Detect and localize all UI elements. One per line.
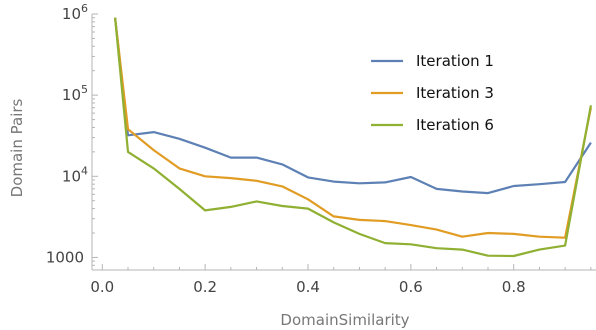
series-line-1 [114, 17, 592, 195]
y-tick-base: 10 [62, 86, 81, 104]
y-tick-exponent: 4 [81, 164, 88, 177]
series-line-3 [114, 17, 592, 258]
y-tick-label: 105 [62, 83, 88, 104]
x-tick-label: 0.6 [399, 278, 423, 296]
series-layer [114, 17, 592, 258]
axes [91, 14, 596, 271]
x-tick-label: 0.2 [193, 278, 217, 296]
y-axis-title: Domain Pairs [8, 98, 26, 197]
x-tick-label: 0.4 [296, 278, 320, 296]
y-tick-label: 106 [62, 2, 88, 23]
y-tick-label: 1000 [46, 248, 84, 266]
x-axis-ticks: 0.0 0.2 0.4 0.6 0.8 [90, 264, 592, 296]
legend: Iteration 1 Iteration 3 Iteration 6 [371, 52, 494, 134]
y-tick-base: 10 [62, 5, 81, 23]
legend-label-3: Iteration 6 [416, 116, 494, 134]
series-line-2 [114, 17, 592, 239]
y-tick-label: 104 [62, 164, 88, 185]
x-axis-title: DomainSimilarity [280, 311, 409, 329]
y-tick-exponent: 6 [81, 2, 88, 15]
y-tick-exponent: 5 [81, 83, 88, 96]
x-tick-label: 0.8 [502, 278, 526, 296]
y-tick-base: 10 [62, 167, 81, 185]
legend-label-1: Iteration 1 [416, 52, 494, 70]
x-tick-label: 0.0 [90, 278, 114, 296]
legend-label-2: Iteration 3 [416, 84, 494, 102]
